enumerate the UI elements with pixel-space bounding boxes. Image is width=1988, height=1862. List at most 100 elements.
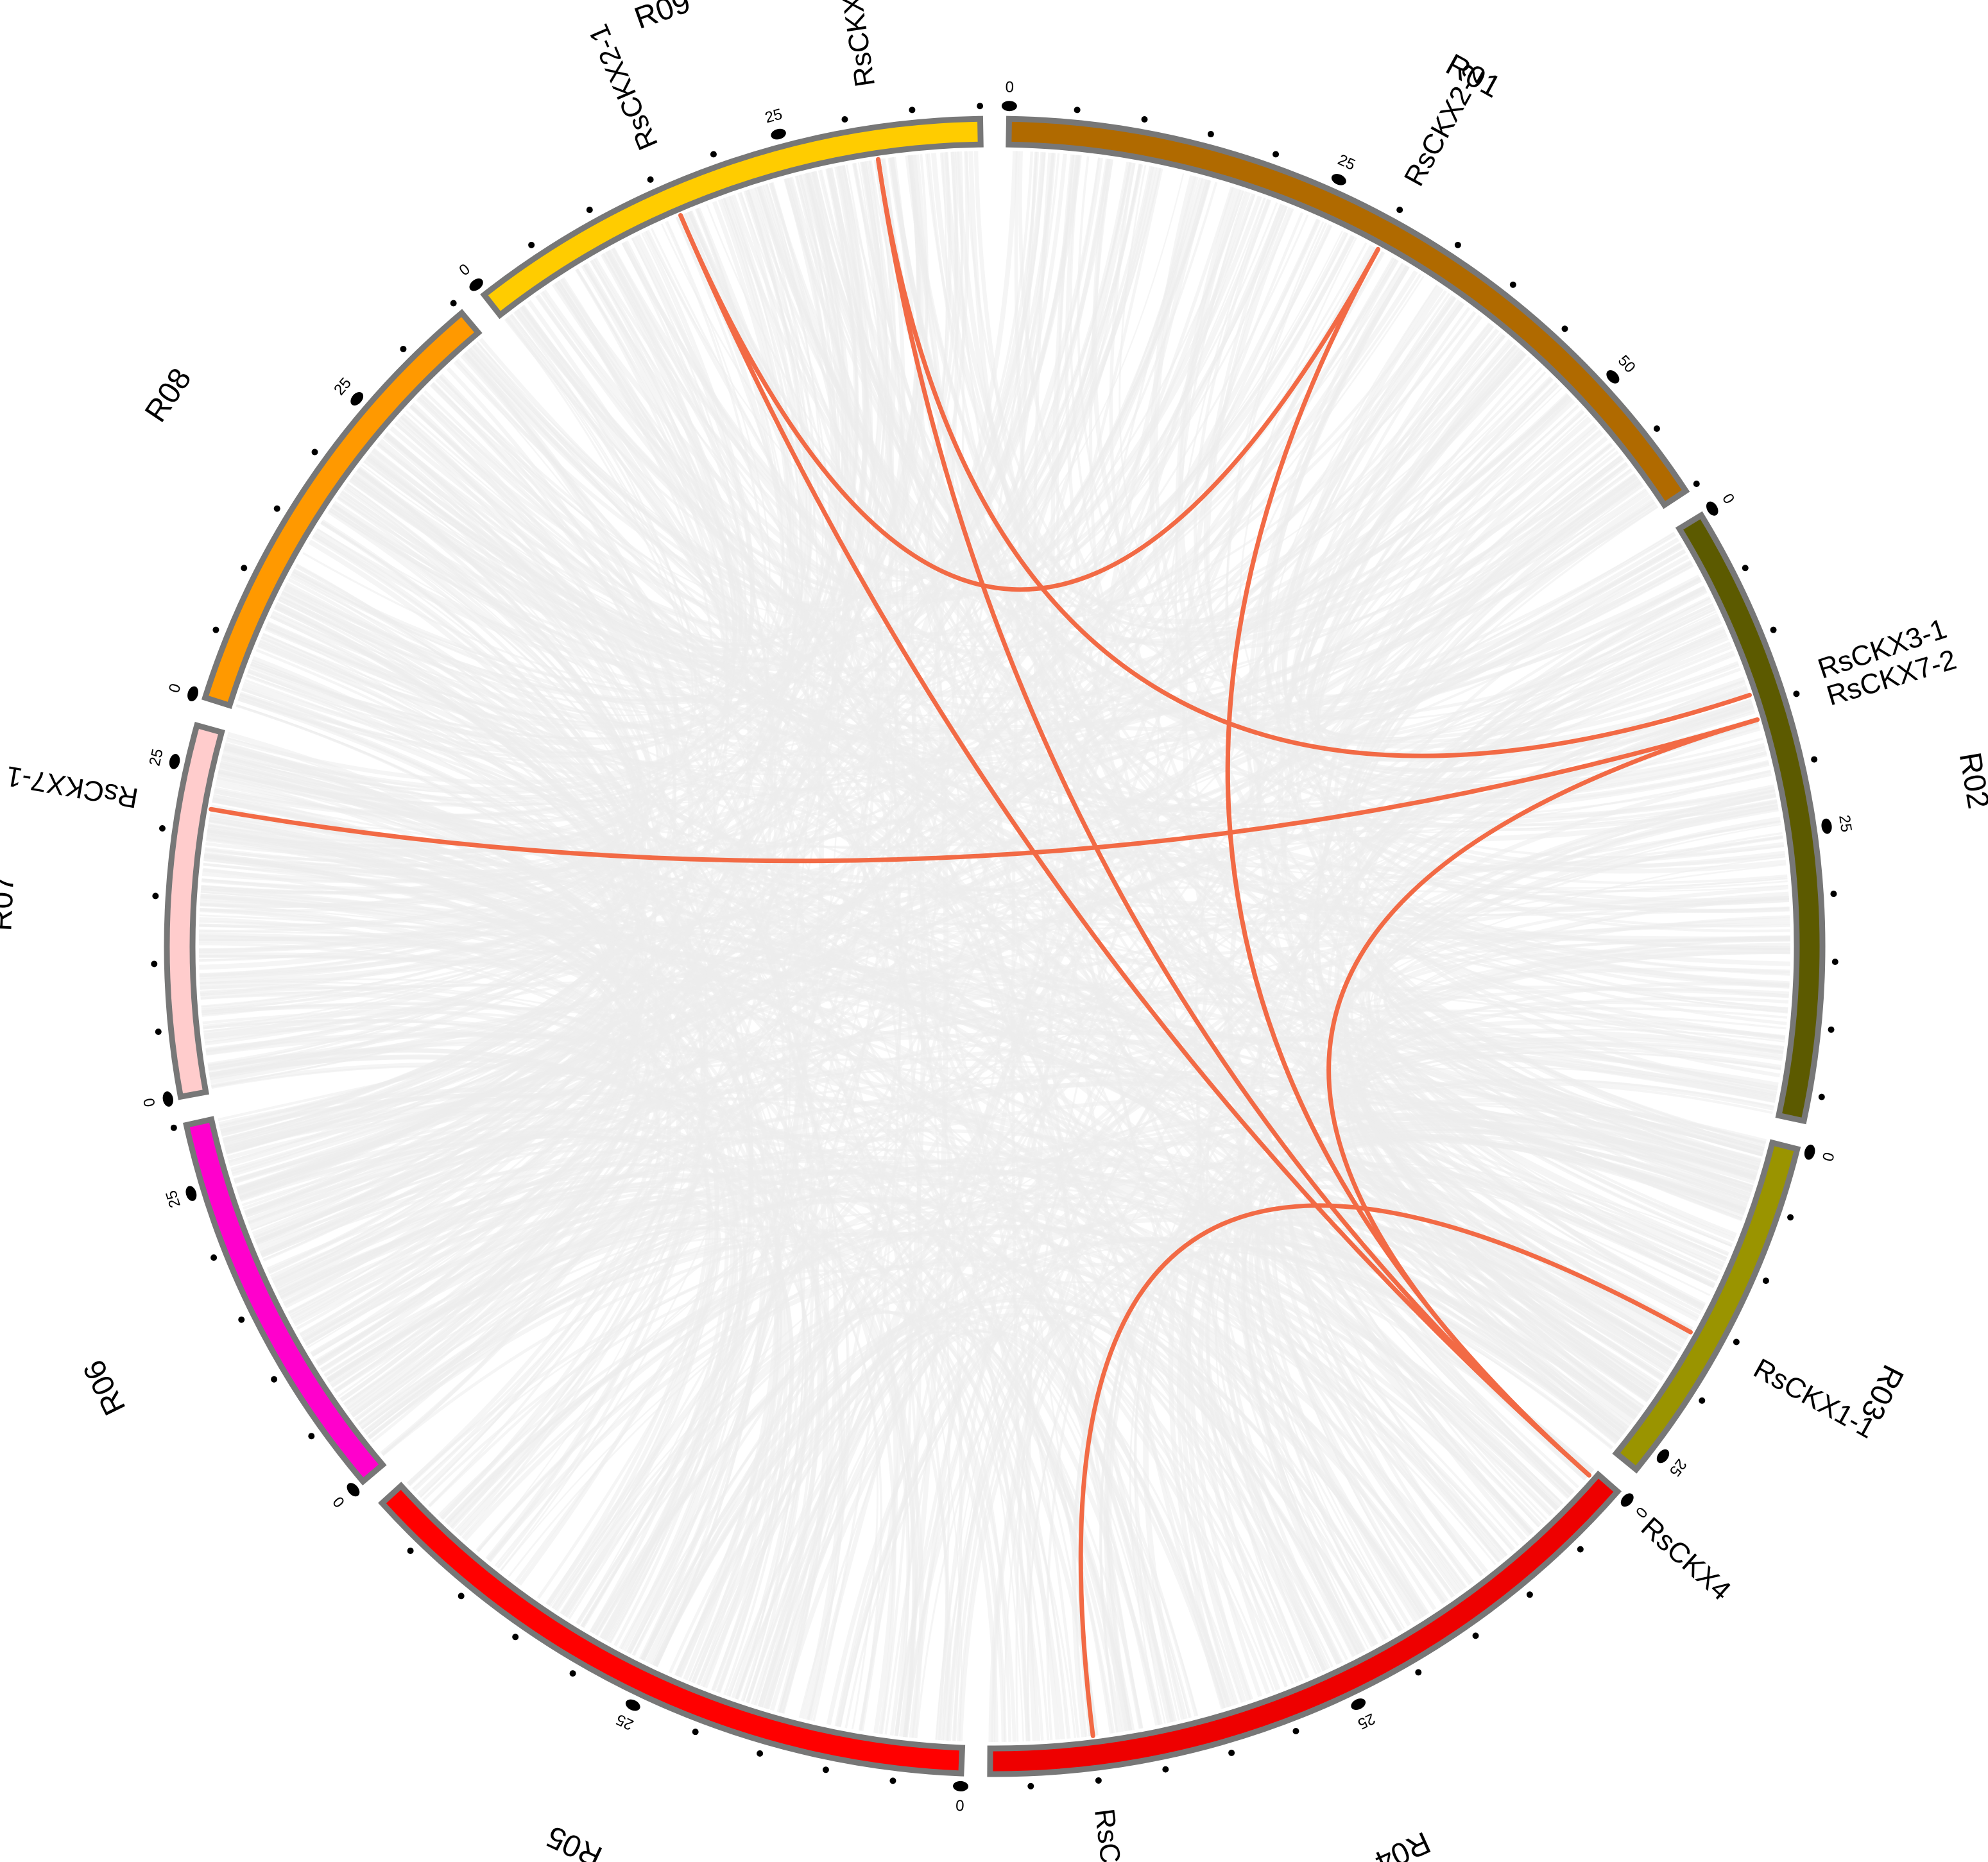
background-link	[244, 198, 1272, 1215]
background-link	[259, 1140, 670, 1487]
background-link	[745, 334, 1506, 1704]
synteny-link	[678, 213, 1380, 592]
background-link	[320, 522, 1788, 889]
major-tick	[187, 686, 198, 702]
background-link	[652, 1205, 1677, 1667]
background-link	[367, 1233, 1379, 1646]
major-tick	[469, 278, 483, 291]
tick-dot	[586, 207, 593, 214]
background-link	[1364, 726, 1761, 1281]
tick-dot	[1742, 565, 1749, 572]
background-link	[336, 496, 948, 1741]
background-link	[1109, 162, 1704, 1310]
background-link	[278, 262, 1403, 718]
background-link	[222, 230, 1343, 796]
tick-dot	[400, 345, 407, 352]
background-link	[277, 1159, 1552, 1517]
background-link	[461, 242, 777, 1539]
tick-dot	[407, 1547, 414, 1554]
background-link	[909, 191, 1251, 1738]
major-tick	[953, 1781, 969, 1791]
tick-dot	[458, 1593, 465, 1600]
background-link	[339, 493, 848, 1720]
tick-dot	[212, 626, 219, 633]
background-link	[1156, 198, 1405, 1629]
background-link	[207, 154, 929, 848]
major-tick	[350, 391, 364, 406]
background-link	[1033, 152, 1143, 1729]
background-link	[200, 986, 638, 1406]
tick-dot	[1415, 1669, 1422, 1676]
tick-dot	[1454, 241, 1461, 248]
background-link	[812, 171, 1752, 762]
tick-dot	[308, 1433, 315, 1440]
background-link	[765, 1330, 1169, 1723]
background-link	[1278, 588, 1707, 1585]
background-link	[360, 1243, 1123, 1732]
background-link	[1271, 1127, 1751, 1610]
tick-dot	[1472, 1632, 1479, 1639]
chromosome-r06	[183, 1116, 387, 1486]
background-link	[580, 1311, 1071, 1739]
chromosome-r01	[1006, 115, 1690, 509]
tick-dot	[977, 103, 984, 110]
background-link	[201, 151, 1040, 1010]
chromosome-r07	[164, 721, 225, 1100]
background-link	[363, 296, 1457, 1433]
tick-dot	[1811, 756, 1818, 763]
background-link	[1099, 1082, 1773, 1733]
major-tick	[1804, 1144, 1815, 1160]
tick-label: 25	[162, 1188, 184, 1209]
chromosome-r04	[987, 1470, 1622, 1777]
background-link	[207, 252, 735, 1067]
tick-dot	[170, 1124, 177, 1131]
tick-dot	[1509, 281, 1516, 288]
chromosome-label-r02: R02	[1953, 750, 1988, 812]
background-link	[209, 816, 1425, 1619]
tick-label: 25	[1335, 151, 1358, 174]
tick-dot	[241, 565, 248, 572]
background-link	[556, 164, 1142, 1612]
major-tick	[185, 1186, 197, 1201]
tick-label: 25	[330, 375, 355, 399]
background-link	[218, 1087, 1303, 1682]
tick-dot	[152, 893, 159, 900]
background-link	[199, 934, 829, 1714]
tick-label: 0	[1005, 78, 1014, 96]
background-link	[209, 1032, 613, 1215]
background-link	[455, 360, 1024, 1742]
background-link	[202, 1007, 1723, 1270]
background-link	[599, 212, 824, 1639]
background-link	[1354, 549, 1752, 1193]
background-link	[251, 661, 1715, 1288]
background-link	[316, 543, 1683, 1365]
background-link	[444, 1224, 1574, 1525]
background-link	[646, 230, 1625, 1435]
background-link	[200, 889, 1776, 1100]
background-link	[337, 232, 1349, 672]
background-link	[278, 917, 1790, 1299]
tick-dot	[1762, 1277, 1769, 1285]
background-link	[199, 588, 621, 980]
chromosome-r03	[1612, 1139, 1801, 1474]
tick-dot	[528, 241, 535, 248]
background-link	[198, 939, 1763, 1156]
background-link	[1238, 577, 1702, 1648]
background-link	[358, 1238, 812, 1699]
major-tick	[347, 1483, 360, 1497]
background-link	[199, 935, 1778, 1091]
chromosome-label-r04: R04	[1370, 1825, 1435, 1862]
tick-label: 25	[1666, 1455, 1690, 1480]
chromosome-label-r08: R08	[139, 363, 198, 429]
background-link	[1168, 628, 1726, 1709]
background-link	[1241, 816, 1781, 1655]
chromosome-label-r06: R06	[77, 1354, 133, 1420]
tick-dot	[1141, 115, 1148, 123]
tick-label: 0	[1718, 491, 1738, 507]
background-link	[628, 939, 1791, 1654]
gene-label: RsCKX2-1	[583, 19, 664, 154]
background-link	[203, 1025, 1099, 1736]
chromosome-r05	[378, 1482, 966, 1777]
background-link	[845, 164, 1099, 1736]
